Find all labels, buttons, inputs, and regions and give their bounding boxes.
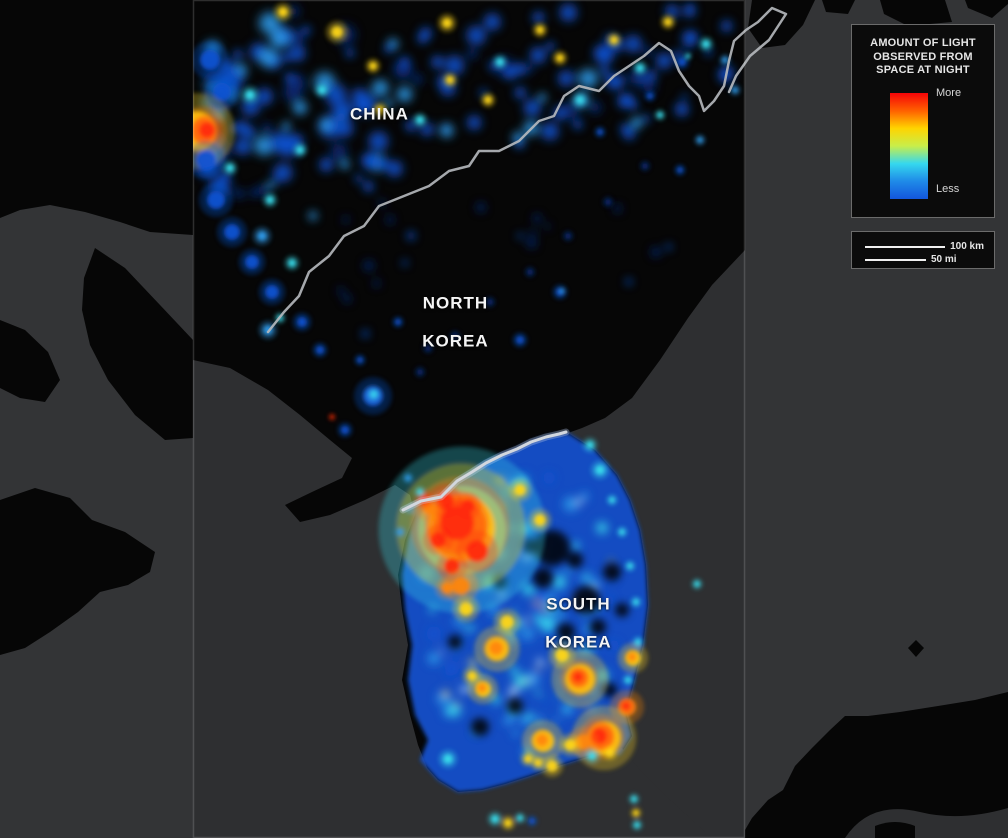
dmz-border-line bbox=[399, 428, 570, 514]
scale-label-km: 100 km bbox=[950, 241, 984, 252]
scale-row-km: 100 km bbox=[865, 241, 984, 252]
landmass-japan bbox=[745, 640, 1008, 838]
legend-title: AMOUNT OF LIGHT OBSERVED FROM SPACE AT N… bbox=[870, 37, 976, 76]
label-north-korea: NORTH KOREA bbox=[422, 293, 489, 351]
china-nk-border-line bbox=[266, 6, 788, 334]
legend-less-label: Less bbox=[936, 183, 960, 195]
scale-row-mi: 50 mi bbox=[865, 254, 984, 265]
legend-gradient-bar bbox=[890, 93, 928, 199]
landmass-northeast-coast bbox=[748, 0, 1008, 48]
satellite-imagery-strip bbox=[193, 0, 745, 838]
legend-panel: AMOUNT OF LIGHT OBSERVED FROM SPACE AT N… bbox=[851, 24, 995, 218]
scale-bar-panel: 100 km 50 mi bbox=[851, 231, 995, 269]
label-china: CHINA bbox=[350, 104, 409, 124]
scale-label-mi: 50 mi bbox=[931, 254, 957, 265]
landmass-china-coast bbox=[0, 0, 193, 655]
east-sea bbox=[568, 250, 745, 838]
legend-more-label: More bbox=[936, 87, 962, 99]
label-south-korea: SOUTH KOREA bbox=[545, 594, 612, 652]
scale-line-km bbox=[865, 245, 946, 248]
scale-line-mi bbox=[865, 258, 926, 261]
yellow-sea bbox=[193, 360, 460, 838]
